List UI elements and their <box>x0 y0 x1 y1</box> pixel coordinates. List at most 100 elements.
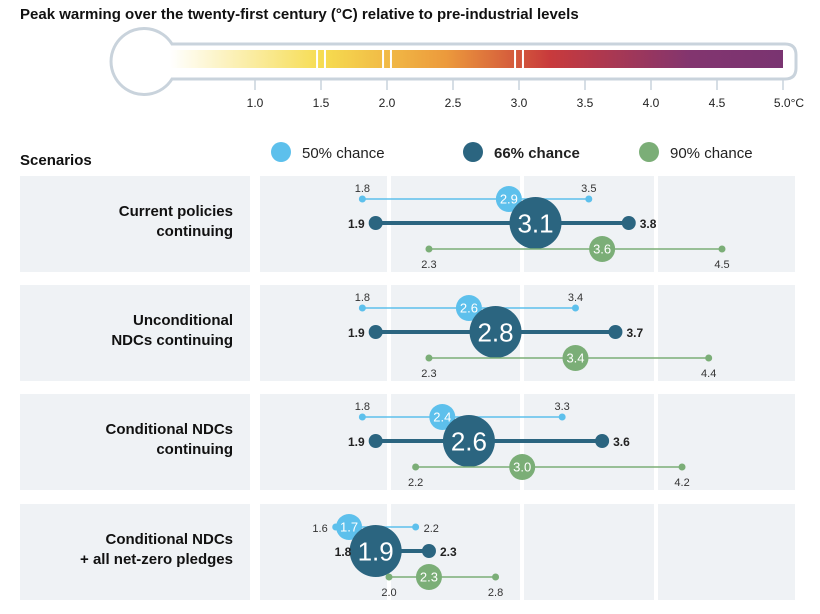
scenario-label-panel <box>20 176 250 272</box>
scenario-name: + all net-zero pledges <box>80 551 233 568</box>
range-low-point-p50 <box>358 413 366 421</box>
low-label-p50: 1.8 <box>355 401 370 413</box>
range-low-point-p90 <box>425 354 433 362</box>
chart-column-panel <box>658 176 795 272</box>
high-label-p90: 2.8 <box>488 587 503 599</box>
legend-label: 66% chance <box>494 145 580 162</box>
range-high-point-p50 <box>585 195 593 203</box>
median-label-p90: 3.0 <box>513 460 531 475</box>
low-label-p90: 2.2 <box>408 477 423 489</box>
scenario-label-panel <box>20 504 250 600</box>
range-low-point-p90 <box>385 573 393 581</box>
chart-column-panel <box>658 394 795 490</box>
low-label-p50: 1.6 <box>312 523 327 535</box>
threshold-line <box>382 50 385 68</box>
range-low-point-p66 <box>368 325 383 339</box>
low-label-p50: 1.8 <box>355 183 370 195</box>
range-high-point-p66 <box>421 544 436 558</box>
median-point-p90 <box>589 236 616 262</box>
scenario-name: NDCs continuing <box>111 332 233 349</box>
chart-column-panel <box>658 504 795 600</box>
low-label-p90: 2.3 <box>421 259 436 271</box>
range-high-point-p90 <box>492 573 500 581</box>
low-label-p66: 1.9 <box>348 217 365 231</box>
high-label-p50: 3.4 <box>568 292 583 304</box>
range-low-point-p66 <box>368 216 383 230</box>
median-point-p50 <box>495 186 522 212</box>
median-point-p66 <box>349 525 402 577</box>
high-label-p90: 4.2 <box>674 477 689 489</box>
median-label-p90: 3.6 <box>593 242 611 257</box>
scenarios-label: Scenarios <box>20 152 92 169</box>
range-low-point-p66 <box>368 434 383 448</box>
median-label-p50: 2.4 <box>433 410 451 425</box>
median-point-p90 <box>562 345 589 371</box>
median-label-p66: 1.9 <box>358 536 394 566</box>
high-label-p66: 3.7 <box>626 326 643 340</box>
range-low-point-p50 <box>358 304 366 312</box>
high-label-p90: 4.4 <box>701 368 716 380</box>
median-point-p66 <box>469 306 522 358</box>
median-point-p50 <box>429 404 456 430</box>
low-label-p66: 1.9 <box>348 326 365 340</box>
high-label-p66: 2.3 <box>440 545 457 559</box>
x-tick-label: 2.0 <box>379 96 396 110</box>
median-point-p50 <box>455 295 482 321</box>
low-label-p66: 1.8 <box>335 545 352 559</box>
median-label-p66: 3.1 <box>517 208 553 238</box>
scenario-name: continuing <box>156 441 233 458</box>
range-high-point-p50 <box>571 304 579 312</box>
median-label-p66: 2.8 <box>477 317 513 347</box>
range-high-point-p90 <box>718 245 726 253</box>
scenario-name: continuing <box>156 223 233 240</box>
scenario-name: Conditional NDCs <box>106 421 234 438</box>
chart-column-panel <box>658 285 795 381</box>
x-tick-label: 5.0°C <box>774 96 804 110</box>
x-tick-label: 4.0 <box>643 96 660 110</box>
median-label-p50: 1.7 <box>340 520 358 535</box>
median-label-p90: 3.4 <box>566 351 584 366</box>
range-high-point-p90 <box>678 463 686 471</box>
range-high-point-p50 <box>558 413 566 421</box>
range-high-point-p50 <box>412 523 420 531</box>
high-label-p50: 2.2 <box>424 523 439 535</box>
x-tick-label: 2.5 <box>445 96 462 110</box>
chart-column-panel <box>524 504 654 600</box>
median-point-p50 <box>336 514 363 540</box>
range-low-point-p90 <box>412 463 420 471</box>
median-point-p66 <box>442 415 495 467</box>
low-label-p50: 1.8 <box>355 292 370 304</box>
median-point-p90 <box>415 564 442 590</box>
median-label-p66: 2.6 <box>451 426 487 456</box>
threshold-line <box>389 50 392 68</box>
chart-title: Peak warming over the twenty-first centu… <box>20 6 579 23</box>
scenario-label-panel <box>20 394 250 490</box>
thermometer-gradient-bar <box>170 50 783 68</box>
x-tick-label: 1.5 <box>313 96 330 110</box>
threshold-line <box>514 50 517 68</box>
scenario-label-panel <box>20 285 250 381</box>
chart-column-panel <box>260 394 387 490</box>
range-high-point-p66 <box>595 434 610 448</box>
low-label-p90: 2.0 <box>381 587 396 599</box>
threshold-line <box>521 50 524 68</box>
threshold-line <box>316 50 319 68</box>
range-high-point-p90 <box>705 354 713 362</box>
threshold-line <box>323 50 326 68</box>
legend-label: 90% chance <box>670 145 753 162</box>
chart-column-panel <box>260 176 387 272</box>
range-low-point-p90 <box>425 245 433 253</box>
low-label-p66: 1.9 <box>348 435 365 449</box>
x-tick-label: 3.0 <box>511 96 528 110</box>
low-label-p90: 2.3 <box>421 368 436 380</box>
x-tick-label: 1.0 <box>247 96 264 110</box>
x-tick-label: 4.5 <box>709 96 726 110</box>
high-label-p66: 3.8 <box>640 217 657 231</box>
legend-marker-p50 <box>271 142 291 162</box>
high-label-p50: 3.5 <box>581 183 596 195</box>
legend-marker-p90 <box>639 142 659 162</box>
legend-label: 50% chance <box>302 145 385 162</box>
median-label-p90: 2.3 <box>420 570 438 585</box>
high-label-p66: 3.6 <box>613 435 630 449</box>
